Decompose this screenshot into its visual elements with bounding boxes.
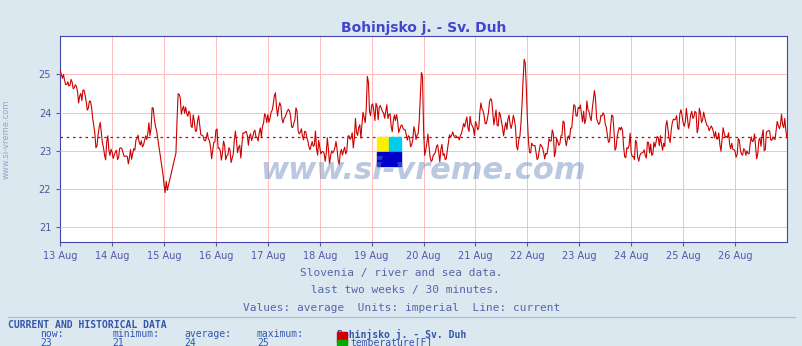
Text: now:: now: bbox=[40, 329, 63, 339]
Text: last two weeks / 30 minutes.: last two weeks / 30 minutes. bbox=[303, 285, 499, 295]
Text: Bohinjsko j. - Sv. Duh: Bohinjsko j. - Sv. Duh bbox=[337, 329, 466, 340]
Text: maximum:: maximum: bbox=[257, 329, 304, 339]
Text: www.si-vreme.com: www.si-vreme.com bbox=[261, 156, 585, 185]
Title: Bohinjsko j. - Sv. Duh: Bohinjsko j. - Sv. Duh bbox=[341, 21, 505, 35]
Bar bbox=[377, 137, 388, 152]
Bar bbox=[388, 137, 400, 152]
Text: Slovenia / river and sea data.: Slovenia / river and sea data. bbox=[300, 268, 502, 278]
Text: www.si-vreme.com: www.si-vreme.com bbox=[2, 100, 11, 179]
Text: 21: 21 bbox=[112, 338, 124, 346]
Text: 24: 24 bbox=[184, 338, 196, 346]
Text: Values: average  Units: imperial  Line: current: Values: average Units: imperial Line: cu… bbox=[242, 303, 560, 313]
Text: minimum:: minimum: bbox=[112, 329, 160, 339]
Text: 25: 25 bbox=[257, 338, 269, 346]
Text: temperature[F]: temperature[F] bbox=[350, 338, 432, 346]
Text: 23: 23 bbox=[40, 338, 52, 346]
Bar bbox=[377, 152, 400, 166]
Text: average:: average: bbox=[184, 329, 232, 339]
Text: CURRENT AND HISTORICAL DATA: CURRENT AND HISTORICAL DATA bbox=[8, 320, 167, 330]
